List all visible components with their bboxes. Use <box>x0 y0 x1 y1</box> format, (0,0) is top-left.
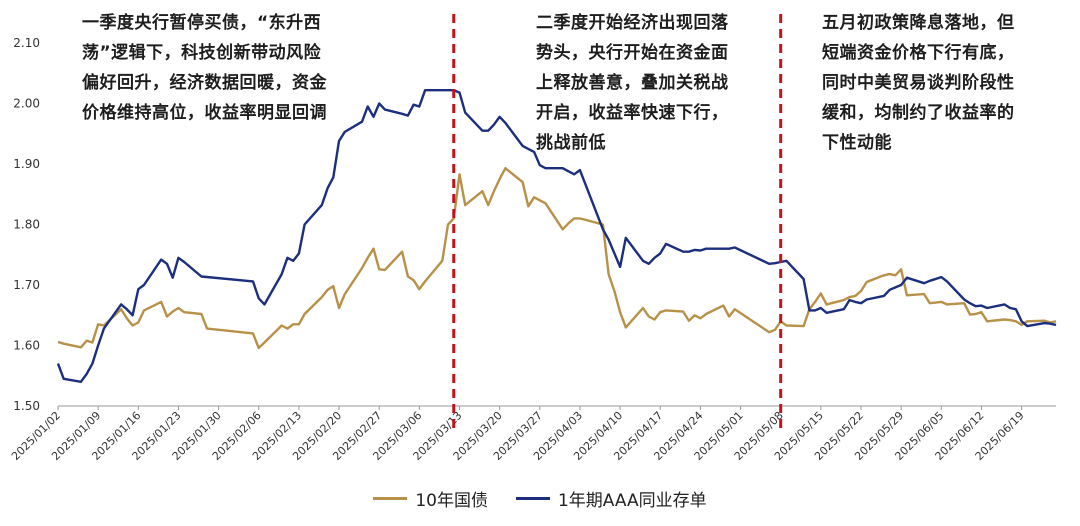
y-tick-label: 2.00 <box>13 97 40 111</box>
legend-swatch <box>515 497 550 500</box>
annotation-line: 开启，收益率快速下行， <box>536 103 729 123</box>
annotation-line: 价格维持高位，收益率明显回调 <box>82 103 327 123</box>
series-line-1 <box>56 88 1057 383</box>
annotation-line: 偏好回升，经济数据回暖，资金 <box>82 73 327 93</box>
legend-item-10y-bond: 10年国债 <box>373 486 488 511</box>
annotation-may: 五月初政策降息落地，但 短端资金价格下行有底， 同时中美贸易谈判阶段性 缓和，均… <box>822 8 1015 158</box>
annotation-line: 上释放善意，叠加关税战 <box>536 73 729 93</box>
legend: 10年国债 1年期AAA同业存单 <box>0 486 1080 511</box>
legend-label: 1年期AAA同业存单 <box>557 491 707 511</box>
annotation-line: 缓和，均制约了收益率的 <box>822 103 1015 123</box>
annotation-line: 荡”逻辑下，科技创新带动风险 <box>82 43 322 63</box>
y-tick-label: 1.80 <box>13 218 40 232</box>
annotation-line: 五月初政策降息落地，但 <box>822 13 1015 33</box>
annotation-line: 下性动能 <box>822 133 892 153</box>
annotation-line: 一季度央行暂停买债，“东升西 <box>82 13 322 33</box>
series-line-0 <box>57 166 1057 350</box>
annotation-q1: 一季度央行暂停买债，“东升西 荡”逻辑下，科技创新带动风险 偏好回升，经济数据回… <box>82 8 327 128</box>
series-lines <box>56 88 1057 383</box>
legend-item-1y-ncd: 1年期AAA同业存单 <box>515 486 707 511</box>
annotation-line: 同时中美贸易谈判阶段性 <box>822 73 1015 93</box>
y-tick-label: 1.50 <box>13 399 40 413</box>
annotation-line: 二季度开始经济出现回落 <box>536 13 729 33</box>
period-dividers <box>452 14 783 428</box>
annotation-q2: 二季度开始经济出现回落 势头，央行开始在资金面 上释放善意，叠加关税战 开启，收… <box>536 8 729 158</box>
annotation-line: 势头，央行开始在资金面 <box>536 43 729 63</box>
y-tick-label: 1.90 <box>13 157 40 171</box>
y-tick-label: 2.10 <box>13 36 40 50</box>
y-tick-label: 1.60 <box>13 339 40 353</box>
annotation-line: 挑战前低 <box>536 133 606 153</box>
legend-label: 10年国债 <box>415 491 488 511</box>
legend-swatch <box>373 497 408 500</box>
y-tick-label: 1.70 <box>13 278 40 292</box>
annotation-line: 短端资金价格下行有底， <box>822 43 1015 63</box>
